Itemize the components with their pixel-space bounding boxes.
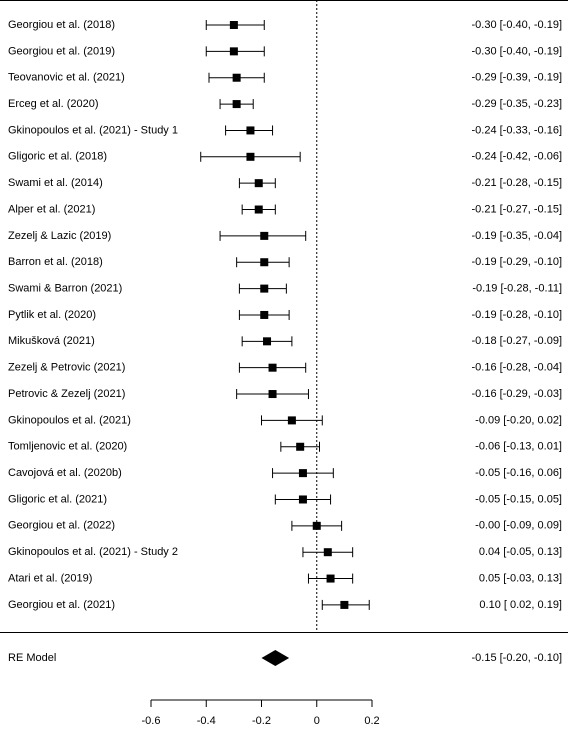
study-label: Georgiou et al. (2021) — [8, 599, 115, 611]
estimate-square — [268, 390, 277, 399]
value-label: -0.29 [-0.39, -0.19] — [472, 72, 563, 84]
estimate-square — [260, 258, 269, 267]
study-label: Georgiou et al. (2018) — [8, 19, 115, 31]
study-label: Gligoric et al. (2018) — [8, 151, 107, 163]
value-label: -0.16 [-0.28, -0.04] — [472, 362, 563, 374]
study-label: Zezelj & Petrovic (2021) — [8, 362, 125, 374]
value-label: -0.19 [-0.29, -0.10] — [472, 256, 563, 268]
value-label: -0.06 [-0.13, 0.01] — [475, 441, 562, 453]
x-tick-label: -0.6 — [142, 715, 161, 727]
study-label: Teovanovic et al. (2021) — [8, 72, 125, 84]
estimate-square — [229, 47, 238, 56]
x-tick-label: 0 — [314, 715, 320, 727]
study-label: Mikušková (2021) — [8, 335, 95, 347]
value-label: 0.05 [-0.03, 0.13] — [479, 572, 562, 584]
estimate-square — [287, 416, 296, 425]
study-label: Cavojová et al. (2020b) — [8, 467, 122, 479]
value-label: -0.30 [-0.40, -0.19] — [472, 45, 563, 57]
estimate-square — [254, 179, 263, 188]
study-label: Barron et al. (2018) — [8, 256, 103, 268]
value-label: -0.24 [-0.33, -0.16] — [472, 124, 563, 136]
x-tick-label: 0.2 — [364, 715, 379, 727]
estimate-square — [254, 205, 263, 214]
value-label: -0.21 [-0.28, -0.15] — [472, 177, 563, 189]
value-label: -0.19 [-0.28, -0.10] — [472, 309, 563, 321]
value-label: -0.18 [-0.27, -0.09] — [472, 335, 563, 347]
value-label: -0.21 [-0.27, -0.15] — [472, 203, 563, 215]
estimate-square — [323, 548, 332, 557]
value-label: -0.29 [-0.35, -0.23] — [472, 98, 563, 110]
x-tick-label: -0.4 — [197, 715, 216, 727]
study-label: Swami & Barron (2021) — [8, 283, 122, 295]
value-label: -0.00 [-0.09, 0.09] — [475, 520, 562, 532]
study-label: Erceg et al. (2020) — [8, 98, 99, 110]
value-label: -0.05 [-0.16, 0.06] — [475, 467, 562, 479]
study-label: Gkinopoulos et al. (2021) — [8, 414, 131, 426]
estimate-square — [232, 100, 241, 109]
summary-label: RE Model — [8, 652, 56, 664]
value-label: 0.10 [ 0.02, 0.19] — [479, 599, 562, 611]
estimate-square — [268, 363, 277, 372]
estimate-square — [260, 310, 269, 319]
summary-value-label: -0.15 [-0.20, -0.10] — [472, 652, 563, 664]
estimate-square — [229, 21, 238, 29]
estimate-square — [326, 574, 335, 583]
study-label: Gkinopoulos et al. (2021) - Study 2 — [8, 546, 178, 558]
study-label: Gkinopoulos et al. (2021) - Study 1 — [8, 124, 178, 136]
x-tick-label: -0.2 — [252, 715, 271, 727]
value-label: -0.09 [-0.20, 0.02] — [475, 414, 562, 426]
estimate-square — [312, 521, 321, 530]
study-label: Tomljenovic et al. (2020) — [8, 441, 127, 453]
value-label: -0.16 [-0.29, -0.03] — [472, 388, 563, 400]
estimate-square — [232, 73, 241, 82]
estimate-square — [263, 337, 272, 346]
value-label: -0.05 [-0.15, 0.05] — [475, 493, 562, 505]
estimate-square — [340, 600, 349, 609]
estimate-square — [260, 284, 269, 293]
value-label: -0.24 [-0.42, -0.06] — [472, 151, 563, 163]
study-label: Alper et al. (2021) — [8, 203, 95, 215]
study-label: Swami et al. (2014) — [8, 177, 103, 189]
estimate-square — [298, 469, 307, 478]
study-label: Gligoric et al. (2021) — [8, 493, 107, 505]
value-label: -0.19 [-0.35, -0.04] — [472, 230, 563, 242]
study-label: Georgiou et al. (2019) — [8, 45, 115, 57]
study-label: Pytlik et al. (2020) — [8, 309, 96, 321]
study-label: Zezelj & Lazic (2019) — [8, 230, 111, 242]
summary-diamond — [261, 650, 290, 666]
estimate-square — [298, 495, 307, 504]
value-label: -0.30 [-0.40, -0.19] — [472, 19, 563, 31]
estimate-square — [246, 126, 255, 135]
value-label: 0.04 [-0.05, 0.13] — [479, 546, 562, 558]
study-label: Georgiou et al. (2022) — [8, 520, 115, 532]
estimate-square — [246, 152, 255, 161]
value-label: -0.19 [-0.28, -0.11] — [472, 283, 562, 295]
study-label: Atari et al. (2019) — [8, 572, 92, 584]
estimate-square — [296, 442, 305, 451]
estimate-square — [260, 231, 269, 240]
study-label: Petrovic & Zezelj (2021) — [8, 388, 125, 400]
